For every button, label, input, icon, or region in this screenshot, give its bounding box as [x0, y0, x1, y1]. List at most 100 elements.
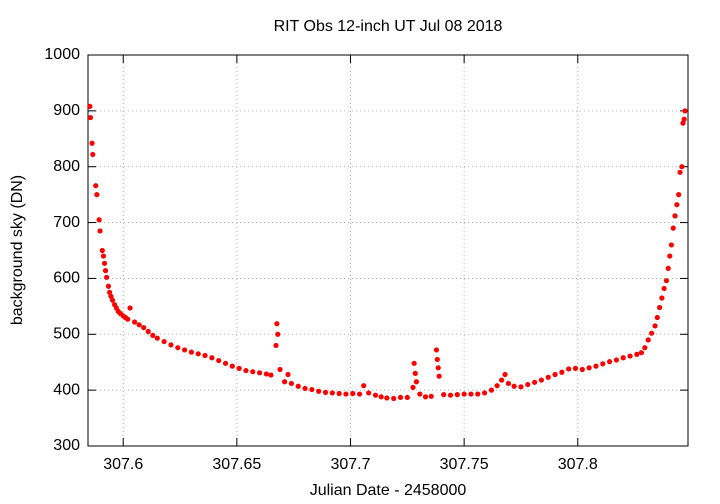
point [161, 338, 167, 345]
point [672, 213, 678, 219]
point [181, 347, 188, 353]
point [89, 140, 95, 146]
point [125, 316, 131, 322]
point [281, 379, 288, 385]
point [141, 324, 147, 331]
point [372, 392, 379, 398]
point [436, 373, 442, 379]
y-tick-label: 500 [53, 326, 80, 343]
point [90, 151, 96, 158]
point [682, 108, 688, 114]
point [222, 360, 229, 366]
point [461, 391, 467, 397]
y-tick-label: 700 [53, 214, 80, 231]
point [525, 381, 531, 388]
point [397, 394, 404, 401]
point [677, 169, 683, 175]
point [322, 389, 329, 395]
point [494, 383, 500, 389]
point [518, 384, 524, 390]
x-tick-label: 307.7 [330, 456, 370, 473]
point [195, 351, 201, 357]
point [136, 322, 142, 328]
point [681, 116, 687, 122]
point [428, 393, 434, 399]
point [545, 374, 551, 380]
point [263, 371, 270, 377]
point [505, 380, 512, 387]
point [679, 164, 685, 170]
point [638, 350, 645, 356]
point [101, 260, 108, 266]
point [627, 353, 633, 359]
point [499, 377, 505, 383]
point [216, 357, 222, 364]
point [108, 293, 114, 299]
point [145, 328, 151, 335]
point [502, 371, 508, 378]
point [316, 388, 322, 394]
point [680, 120, 686, 126]
point [552, 371, 558, 378]
x-tick-label: 307.6 [103, 456, 143, 473]
point [94, 192, 100, 198]
chart-title: RIT Obs 12-inch UT Jul 08 2018 [274, 18, 503, 35]
point [87, 114, 94, 121]
point [572, 365, 579, 371]
point [150, 332, 156, 339]
point [100, 253, 107, 259]
point [343, 391, 349, 397]
point [127, 305, 133, 311]
y-tick-label: 300 [53, 437, 80, 454]
point [274, 321, 280, 327]
y-axis-label: background sky (DN) [9, 175, 26, 325]
point [104, 274, 110, 280]
point [659, 295, 665, 301]
y-tick-label: 900 [53, 102, 80, 119]
point [329, 390, 335, 396]
point [366, 390, 372, 396]
point [87, 103, 93, 109]
point [422, 394, 429, 400]
point [435, 365, 441, 371]
point [412, 370, 418, 376]
point [488, 387, 495, 393]
point [102, 268, 109, 274]
point [593, 363, 599, 369]
point [188, 349, 195, 355]
point [202, 352, 208, 359]
point [302, 385, 308, 392]
point [654, 314, 660, 321]
point [411, 360, 417, 366]
point [250, 369, 256, 375]
point [154, 335, 160, 341]
point [475, 391, 481, 397]
point [391, 395, 397, 402]
point [336, 390, 342, 397]
point [413, 379, 420, 385]
point [350, 390, 356, 397]
point [606, 359, 613, 365]
point [277, 366, 283, 373]
point [566, 366, 572, 372]
point [96, 217, 102, 223]
point [97, 228, 103, 234]
point [93, 183, 99, 189]
point [309, 386, 315, 393]
point [268, 372, 274, 378]
point [668, 242, 675, 248]
x-tick-label: 307.75 [440, 456, 489, 473]
point [433, 347, 440, 353]
point [649, 330, 655, 336]
y-tick-label: 400 [53, 381, 80, 398]
point [295, 383, 301, 389]
x-tick-label: 307.8 [558, 456, 598, 473]
point [168, 342, 174, 348]
point [656, 304, 663, 311]
point [645, 337, 651, 343]
point [667, 253, 673, 259]
point [243, 367, 249, 374]
point [273, 342, 279, 349]
point [468, 391, 474, 397]
point [600, 361, 606, 367]
